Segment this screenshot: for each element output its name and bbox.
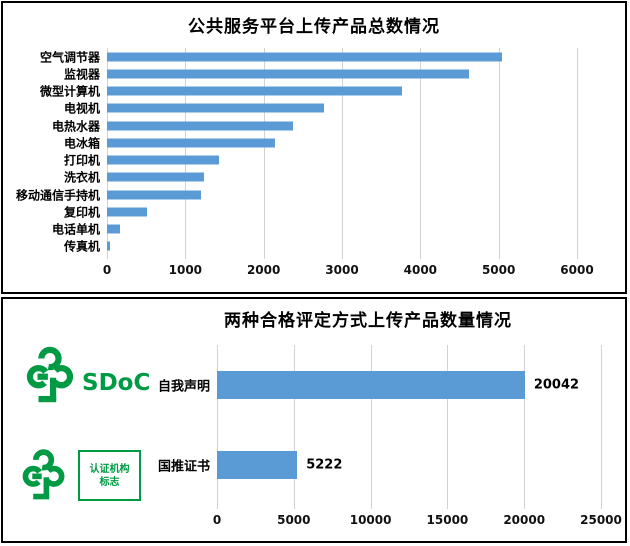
gridline	[524, 345, 526, 509]
chart-title: 两种合格评定方式上传产品数量情况	[224, 311, 512, 331]
gridline	[498, 48, 500, 259]
category-label: 微型计算机	[39, 84, 100, 99]
chart-row: 电话单机	[52, 221, 577, 238]
gridline	[447, 345, 449, 509]
category-label: 电视机	[63, 101, 100, 116]
x-axis-tick-label: 20000	[503, 513, 546, 527]
x-axis-tick-label: 6000	[560, 263, 594, 277]
x-axis-tick-label: 10000	[349, 513, 392, 527]
china-green-product-tree-icon	[22, 449, 65, 500]
x-axis-tick-label: 15000	[426, 513, 469, 527]
category-label: 监视器	[63, 67, 100, 82]
gridline	[420, 48, 422, 259]
bar	[107, 207, 147, 217]
chart-row: 电冰箱	[64, 134, 577, 151]
chart-row: 微型计算机	[40, 82, 577, 99]
gridline	[293, 345, 295, 509]
category-label: 自我声明	[157, 379, 210, 395]
chart-row: 洗衣机	[64, 169, 577, 186]
category-label: 空气调节器	[39, 50, 100, 65]
total-products-bar-chart: 0 1000 2000 3000 4000 5000 6000 空气调节器监视器微型计算机电视…	[16, 48, 594, 277]
chart-row: 移动通信手持机	[16, 186, 577, 203]
gridline	[185, 48, 187, 259]
certification-body-mark-box: 认证机构 标志	[78, 450, 141, 501]
bar: 20042	[217, 371, 579, 399]
x-axis-tick-label: 2000	[246, 263, 281, 277]
gridline	[577, 48, 578, 259]
bar	[107, 155, 220, 165]
x-axis-tick-label: 0	[102, 263, 112, 277]
cert-box-line2: 标志	[99, 476, 120, 488]
chart-row: 国推证书 5222	[158, 425, 601, 505]
bar	[107, 52, 502, 62]
category-label: 洗衣机	[63, 170, 100, 185]
category-label: 传真机	[63, 239, 100, 254]
chart-row: 复印机	[64, 203, 577, 220]
data-value-label: 20042	[533, 377, 580, 393]
bar	[107, 121, 293, 131]
x-axis-tick-label: 0	[212, 513, 222, 527]
chart-row: 传真机	[64, 238, 577, 255]
chart-row: 电热水器	[52, 117, 577, 134]
china-green-product-tree-icon	[26, 346, 74, 403]
bar	[107, 69, 469, 79]
sdoc-label: SDoC	[82, 370, 151, 396]
bar	[107, 172, 205, 182]
x-axis-tick-label: 25000	[580, 513, 622, 527]
chart-row: 自我声明 20042	[158, 345, 601, 425]
x-axis-tick-label: 3000	[325, 263, 359, 277]
x-axis-tick-label: 5000	[277, 513, 311, 527]
gridline	[342, 48, 343, 259]
gridline	[217, 345, 218, 509]
chart-title: 公共服务平台上传产品总数情况	[188, 17, 440, 37]
bar	[107, 103, 324, 113]
gridline	[263, 48, 265, 259]
category-label: 国推证书	[157, 459, 210, 475]
assessment-methods-bar-chart: 0 5000 10000 15000 20000 25000 自我声明 20042 国推证书 52…	[158, 345, 622, 527]
gridline	[107, 48, 108, 259]
bar: 5222	[217, 451, 342, 479]
chart-row: 空气调节器	[40, 48, 577, 65]
cert-box-line1: 认证机构	[89, 463, 130, 475]
bar	[107, 86, 403, 96]
total-products-chart-panel: 公共服务平台上传产品总数情况 0 1000 2000 3000 4000 5000 6000…	[1, 1, 627, 294]
category-label: 电话单机	[51, 222, 100, 237]
category-label: 电冰箱	[63, 136, 100, 151]
x-axis-tick-label: 4000	[403, 263, 438, 277]
bar	[107, 241, 111, 251]
bar	[107, 224, 121, 234]
gridline	[370, 345, 372, 509]
chart-row: 电视机	[64, 100, 577, 117]
data-value-label: 5222	[306, 457, 343, 473]
bar	[107, 138, 275, 148]
assessment-methods-chart-panel: 两种合格评定方式上传产品数量情况 SDoC 认证机构 标志 0 5000 10	[1, 297, 627, 543]
chart-row: 打印机	[64, 152, 577, 169]
category-label: 复印机	[63, 205, 100, 220]
category-label: 打印机	[63, 153, 100, 168]
x-axis-tick-label: 1000	[168, 263, 203, 277]
x-axis-tick-label: 5000	[481, 263, 516, 277]
chart-row: 监视器	[64, 65, 577, 82]
category-label: 移动通信手持机	[15, 188, 100, 203]
gridline	[601, 345, 602, 509]
category-label: 电热水器	[51, 119, 100, 134]
bar	[107, 190, 201, 200]
